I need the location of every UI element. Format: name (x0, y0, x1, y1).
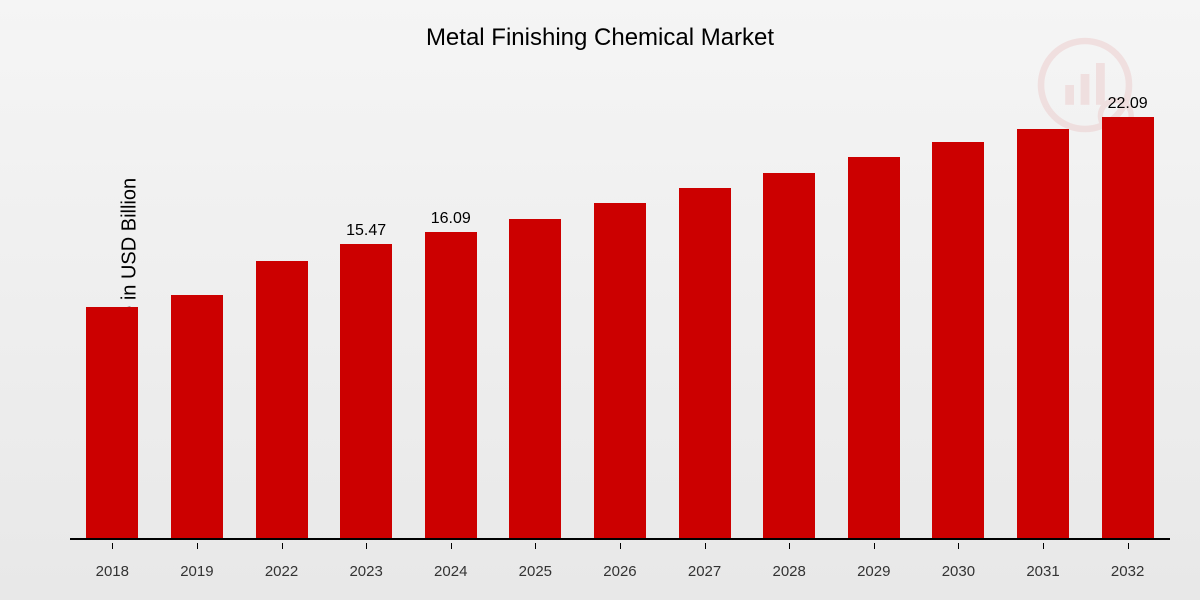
chart-container: Metal Finishing Chemical Market Market V… (0, 0, 1200, 600)
x-axis-ticks: 2018201920222023202420252026202720282029… (70, 563, 1170, 580)
bar-value-label: 15.47 (346, 222, 386, 240)
bar: 22.09 (1102, 117, 1154, 540)
chart-title: Metal Finishing Chemical Market (0, 24, 1200, 52)
x-tick-label: 2027 (662, 563, 747, 580)
bar (1017, 129, 1069, 540)
x-tick-label: 2025 (493, 563, 578, 580)
bar-slot (493, 100, 578, 540)
x-tick-label: 2031 (1001, 563, 1086, 580)
bars-group: 15.47 16.09 22.09 (70, 100, 1170, 540)
x-tick-label: 2023 (324, 563, 409, 580)
bar-value-label: 16.09 (431, 210, 471, 228)
x-tick-label: 2022 (239, 563, 324, 580)
bar-slot: 16.09 (408, 100, 493, 540)
x-tick-label: 2029 (831, 563, 916, 580)
bar (171, 295, 223, 540)
bar-slot: 15.47 (324, 100, 409, 540)
bar (594, 203, 646, 540)
bar-slot (916, 100, 1001, 540)
x-tick-label: 2028 (747, 563, 832, 580)
x-tick-label: 2018 (70, 563, 155, 580)
bar (932, 142, 984, 540)
x-tick-label: 2030 (916, 563, 1001, 580)
x-axis-baseline (70, 538, 1170, 540)
bar-slot (1001, 100, 1086, 540)
bar (86, 307, 138, 540)
x-tick-label: 2024 (408, 563, 493, 580)
bar-slot (239, 100, 324, 540)
x-tick-label: 2032 (1085, 563, 1170, 580)
bar: 15.47 (340, 244, 392, 540)
bar (848, 157, 900, 540)
bar (763, 173, 815, 540)
bar-slot: 22.09 (1085, 100, 1170, 540)
bar: 16.09 (425, 232, 477, 540)
bar-slot (70, 100, 155, 540)
bar (679, 188, 731, 540)
bar-slot (155, 100, 240, 540)
bar-slot (578, 100, 663, 540)
x-tick-label: 2026 (578, 563, 663, 580)
plot-area: 15.47 16.09 22.09 (70, 100, 1170, 540)
bar (509, 219, 561, 540)
x-tick-label: 2019 (155, 563, 240, 580)
bar-slot (747, 100, 832, 540)
bar (256, 261, 308, 540)
bar-slot (662, 100, 747, 540)
bar-slot (831, 100, 916, 540)
bar-value-label: 22.09 (1108, 95, 1148, 113)
